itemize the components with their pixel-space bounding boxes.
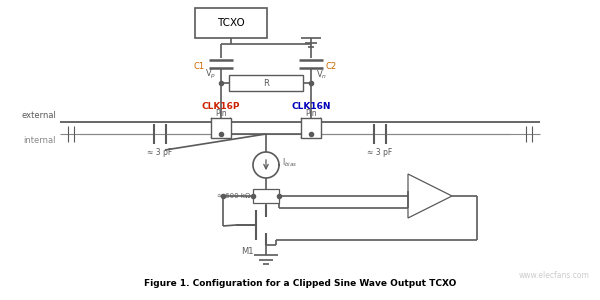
Text: ≈ 3 pF: ≈ 3 pF [367,148,392,157]
Bar [211,118,231,138]
Text: C1: C1 [194,62,205,71]
Bar [301,118,321,138]
Text: TCXO: TCXO [217,18,245,28]
Text: V$_p$: V$_p$ [205,68,216,81]
Text: I$_{bias}$: I$_{bias}$ [282,157,297,169]
Text: Figure 1. Configuration for a Clipped Sine Wave Output TCXO: Figure 1. Configuration for a Clipped Si… [144,279,456,288]
Text: ≈ 600 kΩ: ≈ 600 kΩ [217,193,250,199]
Bar [253,189,279,203]
Text: Pin: Pin [215,109,227,118]
Text: internal: internal [23,136,56,145]
Text: C2: C2 [325,62,336,71]
Text: www.elecfans.com: www.elecfans.com [519,271,590,280]
Text: ≈ 3 pF: ≈ 3 pF [148,148,173,157]
Text: Pin: Pin [305,109,317,118]
Text: V$_n$: V$_n$ [316,68,327,81]
Bar [229,75,303,91]
Text: M1: M1 [241,247,254,256]
Text: CLK16P: CLK16P [202,102,240,111]
Bar [195,8,267,38]
Text: R: R [263,79,269,88]
Text: external: external [21,111,56,120]
Text: CLK16N: CLK16N [291,102,331,111]
